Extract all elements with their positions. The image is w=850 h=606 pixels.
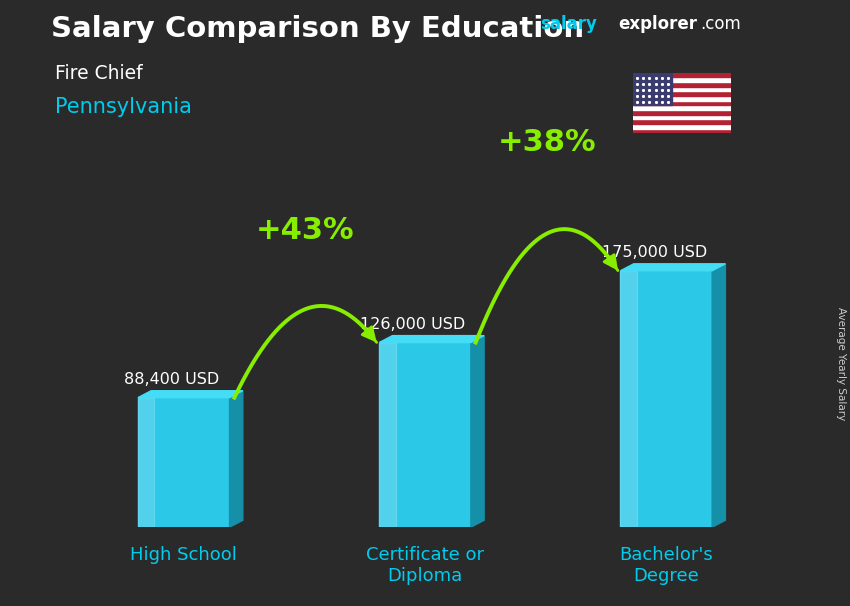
Polygon shape <box>633 92 731 96</box>
Polygon shape <box>620 264 725 271</box>
Polygon shape <box>633 73 672 105</box>
Text: Pennsylvania: Pennsylvania <box>55 97 192 117</box>
Text: Fire Chief: Fire Chief <box>55 64 143 82</box>
Polygon shape <box>712 264 725 527</box>
Text: 88,400 USD: 88,400 USD <box>124 371 219 387</box>
Polygon shape <box>138 398 230 527</box>
Polygon shape <box>633 119 731 124</box>
Polygon shape <box>633 96 731 101</box>
Text: Average Yearly Salary: Average Yearly Salary <box>836 307 846 420</box>
Polygon shape <box>633 110 731 115</box>
Text: 126,000 USD: 126,000 USD <box>360 316 466 331</box>
Text: .com: .com <box>700 15 741 33</box>
Polygon shape <box>138 391 243 398</box>
Polygon shape <box>138 398 155 527</box>
Polygon shape <box>471 336 484 527</box>
Polygon shape <box>620 271 637 527</box>
Polygon shape <box>633 87 731 92</box>
Polygon shape <box>620 271 712 527</box>
Polygon shape <box>633 105 731 110</box>
Text: 175,000 USD: 175,000 USD <box>602 245 707 260</box>
Polygon shape <box>230 391 243 527</box>
Polygon shape <box>633 82 731 87</box>
Text: explorer: explorer <box>618 15 697 33</box>
Polygon shape <box>633 128 731 133</box>
Text: salary: salary <box>540 15 597 33</box>
Polygon shape <box>633 101 731 105</box>
Polygon shape <box>633 73 731 78</box>
Polygon shape <box>379 342 471 527</box>
Polygon shape <box>633 124 731 128</box>
Polygon shape <box>379 342 395 527</box>
Text: +43%: +43% <box>256 216 354 245</box>
Polygon shape <box>633 78 731 82</box>
Text: +38%: +38% <box>497 128 596 158</box>
Polygon shape <box>379 336 484 342</box>
Polygon shape <box>633 115 731 119</box>
Text: Salary Comparison By Education: Salary Comparison By Education <box>51 15 584 43</box>
